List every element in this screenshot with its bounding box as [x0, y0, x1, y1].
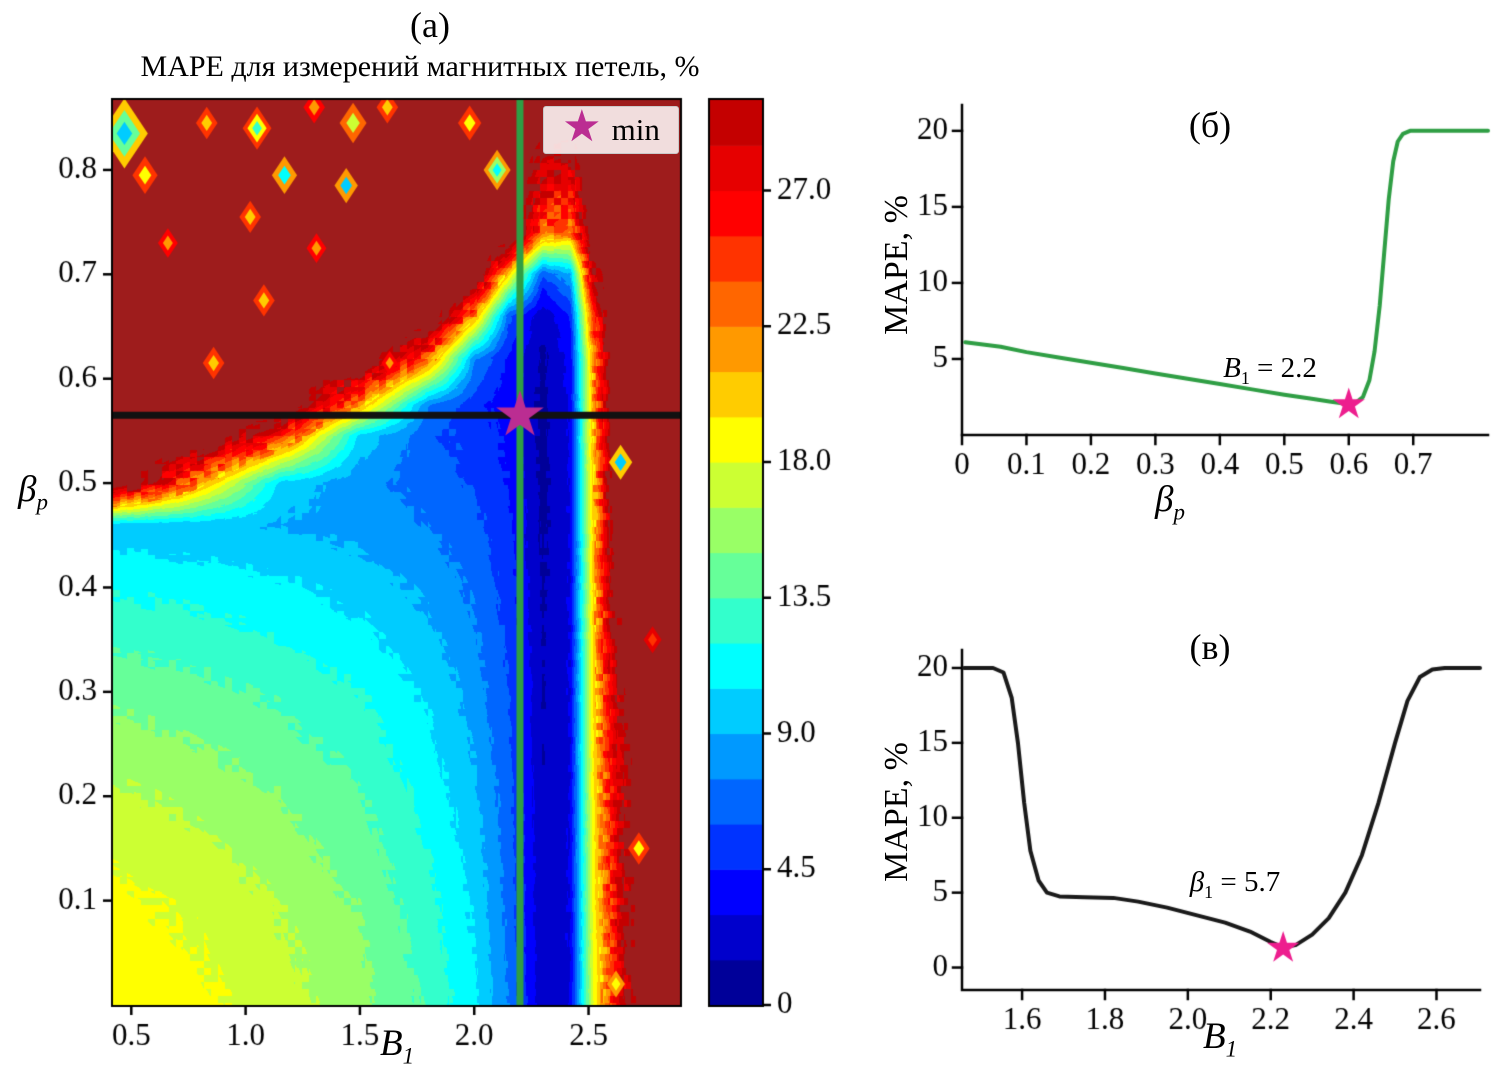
panel-v-annotation-rest: = 5.7: [1213, 866, 1281, 898]
panel-b-annotation-sub: 1: [1240, 367, 1250, 388]
panel-b-annotation-base: B: [1223, 352, 1241, 384]
panel-a-ylabel-base: β: [18, 469, 37, 510]
panel-v-xlabel-base: B: [1202, 1016, 1226, 1057]
panel-b-xlabel: βp: [1110, 478, 1230, 525]
panel-v-annotation: β1 = 5.7: [1150, 866, 1320, 903]
panel-a-title: MAPE для измерений магнитных петель, %: [140, 50, 700, 83]
panel-v-annotation-sub: 1: [1204, 881, 1214, 902]
panel-b-annotation-rest: = 2.2: [1249, 352, 1317, 384]
legend-min: ★ min: [543, 102, 679, 154]
line-plot-v-canvas: [870, 595, 1495, 1083]
line-plot-b-canvas: [870, 80, 1495, 580]
panel-v-letter: (в): [1189, 627, 1231, 667]
panel-a-ylabel-sub: p: [36, 489, 48, 515]
panel-b-annotation: B1 = 2.2: [1190, 352, 1350, 389]
panel-a-xlabel-base: B: [379, 1023, 403, 1064]
heatmap-panel-canvas: [0, 0, 870, 1083]
panel-v-xlabel: B1: [1160, 1015, 1280, 1062]
panel-b-ylabel: MAPE, %: [878, 195, 915, 335]
panel-v-annotation-base: β: [1189, 866, 1205, 898]
panel-b-letter: (б): [1188, 105, 1232, 145]
panel-v-xlabel-sub: 1: [1225, 1036, 1238, 1062]
min-star-icon: ★: [562, 102, 602, 151]
panel-v-ylabel: MAPE, %: [878, 742, 915, 882]
panel-a-ylabel: βp: [18, 468, 48, 515]
panel-a-letter: (а): [410, 5, 450, 45]
panel-a-xlabel: B1: [327, 1022, 467, 1069]
panel-b-xlabel-base: β: [1155, 479, 1174, 520]
panel-a-xlabel-sub: 1: [402, 1043, 415, 1069]
panel-b-xlabel-sub: p: [1173, 499, 1185, 525]
legend-min-label: min: [611, 112, 660, 147]
